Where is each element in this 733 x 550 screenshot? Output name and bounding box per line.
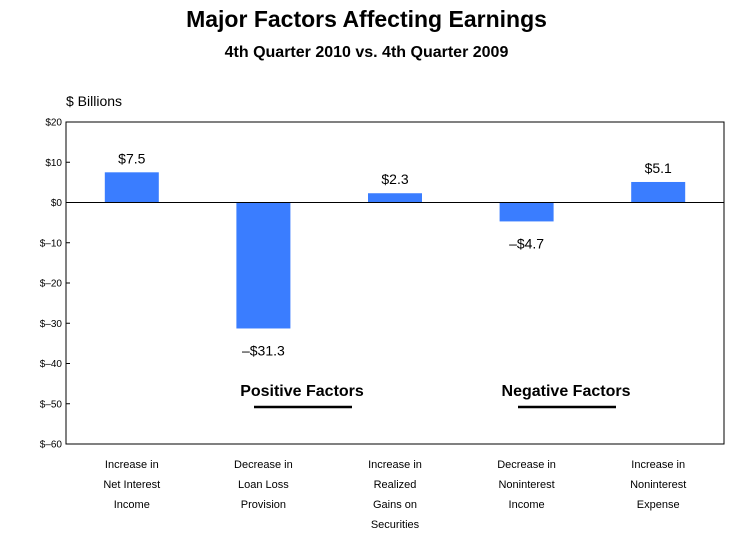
y-tick-label: $0 [51,198,63,209]
chart-title: Major Factors Affecting Earnings [186,6,547,32]
bars [104,172,686,329]
data-label: –$31.3 [242,342,285,358]
bar [104,172,159,203]
bar [236,202,291,329]
y-tick-label: $–10 [40,238,63,249]
data-labels: $7.5 –$31.3 $2.3 –$4.7 $5.1 [118,150,672,358]
y-tick-label: $–50 [40,399,63,410]
category-label: Decrease in Noninterest Income [497,459,556,511]
y-tick-label: $10 [45,158,62,169]
factor-annotations: Positive Factors Negative Factors [240,383,631,409]
y-axis-label: $ Billions [66,93,123,109]
category-label: Increase in Net Interest Income [103,459,160,511]
data-label: –$4.7 [509,235,544,251]
data-label: $7.5 [118,150,145,166]
y-tick-label: $–20 [40,279,63,290]
factor-annotation: Positive Factors [240,383,364,400]
data-label: $5.1 [645,160,672,176]
bar [631,181,686,203]
chart-subtitle: 4th Quarter 2010 vs. 4th Quarter 2009 [224,44,509,61]
bar [368,193,422,203]
y-tick-label: $–30 [40,319,63,330]
category-labels: Increase in Net Interest Income Decrease in… [103,459,686,531]
plot-frame [65,121,725,445]
category-label: Decrease in Loan Loss Provision [234,459,293,511]
bar [499,202,554,222]
factor-annotation: Negative Factors [502,383,631,400]
category-label: Increase in Noninterest Expense [630,459,686,511]
y-tick-label: $–60 [40,440,63,451]
y-tick-label: $–40 [40,359,63,370]
y-tick-label: $20 [45,118,62,129]
y-axis-ticks: $20 $10 $0 $–10 $–20 $–30 $–40 $–50 $–60 [40,118,70,451]
data-label: $2.3 [381,171,408,187]
category-label: Increase in Realized Gains on Securities [368,459,422,531]
